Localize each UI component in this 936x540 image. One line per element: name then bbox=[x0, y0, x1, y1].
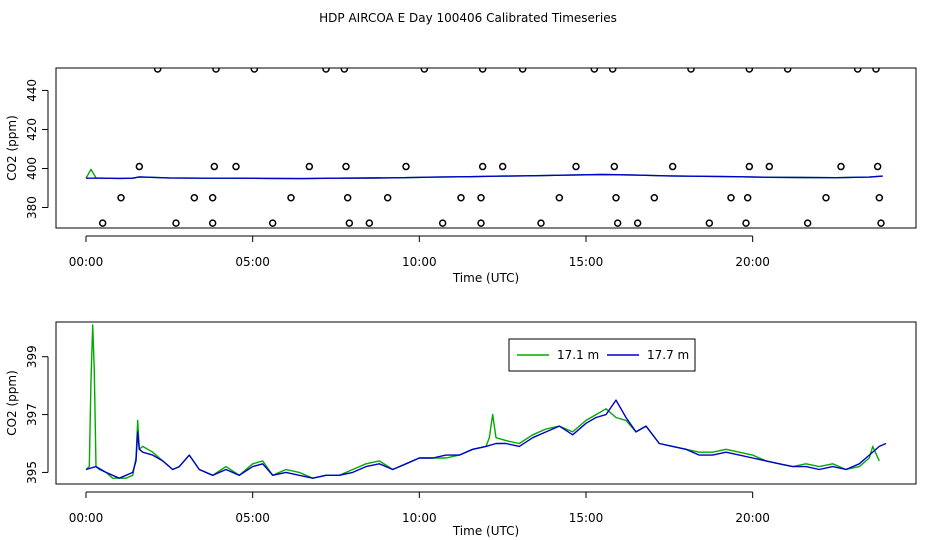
data-point bbox=[477, 194, 485, 202]
data-point bbox=[518, 68, 527, 73]
data-point bbox=[745, 68, 754, 73]
x-tick-label: 10:00 bbox=[402, 255, 437, 269]
chart-title: HDP AIRCOA E Day 100406 Calibrated Times… bbox=[319, 11, 617, 25]
data-point bbox=[212, 68, 220, 73]
x-tick-label: 05:00 bbox=[235, 511, 270, 525]
data-point bbox=[608, 68, 617, 73]
data-point bbox=[208, 194, 217, 202]
series-line-17-7-m bbox=[85, 399, 887, 479]
data-point bbox=[383, 194, 392, 202]
data-point bbox=[232, 162, 240, 171]
data-point bbox=[365, 219, 374, 227]
legend-label: 17.7 m bbox=[647, 348, 689, 362]
x-tick-label: 15:00 bbox=[569, 511, 604, 525]
data-point bbox=[765, 162, 774, 171]
data-point bbox=[438, 219, 447, 227]
data-point bbox=[478, 162, 487, 171]
y-tick-label: 420 bbox=[25, 118, 39, 141]
data-point bbox=[498, 162, 507, 171]
data-point bbox=[343, 194, 352, 202]
x-axis-label: Time (UTC) bbox=[452, 524, 519, 538]
data-point bbox=[268, 219, 277, 227]
x-tick-label: 10:00 bbox=[402, 511, 437, 525]
data-point bbox=[172, 219, 180, 227]
data-point bbox=[345, 219, 354, 227]
data-point bbox=[742, 219, 750, 227]
y-tick-label: 400 bbox=[25, 157, 39, 180]
data-point bbox=[873, 162, 882, 171]
data-point bbox=[555, 194, 564, 202]
y-axis-label: CO2 (ppm) bbox=[5, 115, 19, 181]
data-point bbox=[822, 194, 830, 202]
top-panel-scatter: 00:00 05:00 10:00 15:00 20:00 Time (UTC) 380 40… bbox=[5, 67, 917, 285]
data-point bbox=[153, 68, 162, 73]
data-point bbox=[402, 162, 410, 171]
x-tick-label: 00:00 bbox=[69, 511, 104, 525]
plot-area bbox=[85, 324, 887, 479]
data-point bbox=[287, 194, 295, 202]
data-point bbox=[457, 194, 465, 202]
data-point bbox=[743, 194, 752, 202]
x-tick-label: 15:00 bbox=[569, 255, 604, 269]
data-point bbox=[783, 68, 792, 73]
legend-label: 17.1 m bbox=[557, 348, 599, 362]
plot-frame bbox=[55, 67, 917, 229]
data-point bbox=[877, 219, 885, 227]
bottom-panel-lines: 00:00 05:00 10:00 15:00 20:00 Time (UTC) 395 39… bbox=[5, 321, 917, 538]
data-point bbox=[305, 162, 314, 171]
data-point bbox=[612, 194, 620, 202]
data-point bbox=[590, 68, 599, 73]
data-point bbox=[727, 194, 735, 202]
data-point bbox=[650, 194, 659, 202]
data-point bbox=[117, 194, 125, 202]
y-tick-label: 440 bbox=[25, 79, 39, 102]
data-point bbox=[633, 219, 642, 227]
data-point bbox=[477, 219, 485, 227]
series-line-17-7-m bbox=[86, 173, 883, 180]
data-point bbox=[705, 219, 714, 227]
y-tick-label: 380 bbox=[25, 196, 39, 219]
data-point bbox=[745, 162, 754, 171]
data-point bbox=[610, 162, 619, 171]
data-point bbox=[478, 68, 487, 73]
data-point bbox=[875, 194, 884, 202]
data-point bbox=[322, 68, 330, 73]
x-axis-label: Time (UTC) bbox=[452, 271, 519, 285]
data-point bbox=[668, 162, 677, 171]
data-point bbox=[872, 68, 880, 73]
data-point bbox=[342, 162, 350, 171]
data-point bbox=[613, 219, 622, 227]
plot-frame bbox=[55, 321, 917, 485]
x-tick-label: 20:00 bbox=[735, 511, 770, 525]
y-axis-label: CO2 (ppm) bbox=[5, 370, 19, 436]
data-point bbox=[98, 219, 107, 227]
data-point bbox=[135, 162, 144, 171]
y-tick-label: 397 bbox=[25, 403, 39, 426]
data-point bbox=[190, 194, 199, 202]
plot-area bbox=[85, 68, 885, 227]
data-point bbox=[250, 68, 259, 73]
x-tick-label: 05:00 bbox=[235, 255, 270, 269]
series-line-17-1-m bbox=[85, 324, 880, 479]
data-point bbox=[340, 68, 349, 73]
data-point bbox=[208, 219, 217, 227]
data-point bbox=[210, 162, 219, 171]
data-point bbox=[572, 162, 580, 171]
x-tick-label: 00:00 bbox=[69, 255, 104, 269]
y-tick-label: 395 bbox=[25, 461, 39, 484]
x-tick-label: 20:00 bbox=[735, 255, 770, 269]
data-point bbox=[537, 219, 545, 227]
data-point bbox=[853, 68, 862, 73]
data-point bbox=[420, 68, 429, 73]
data-point bbox=[687, 68, 695, 73]
data-point bbox=[803, 219, 812, 227]
y-tick-label: 399 bbox=[25, 345, 39, 368]
data-point bbox=[837, 162, 845, 171]
